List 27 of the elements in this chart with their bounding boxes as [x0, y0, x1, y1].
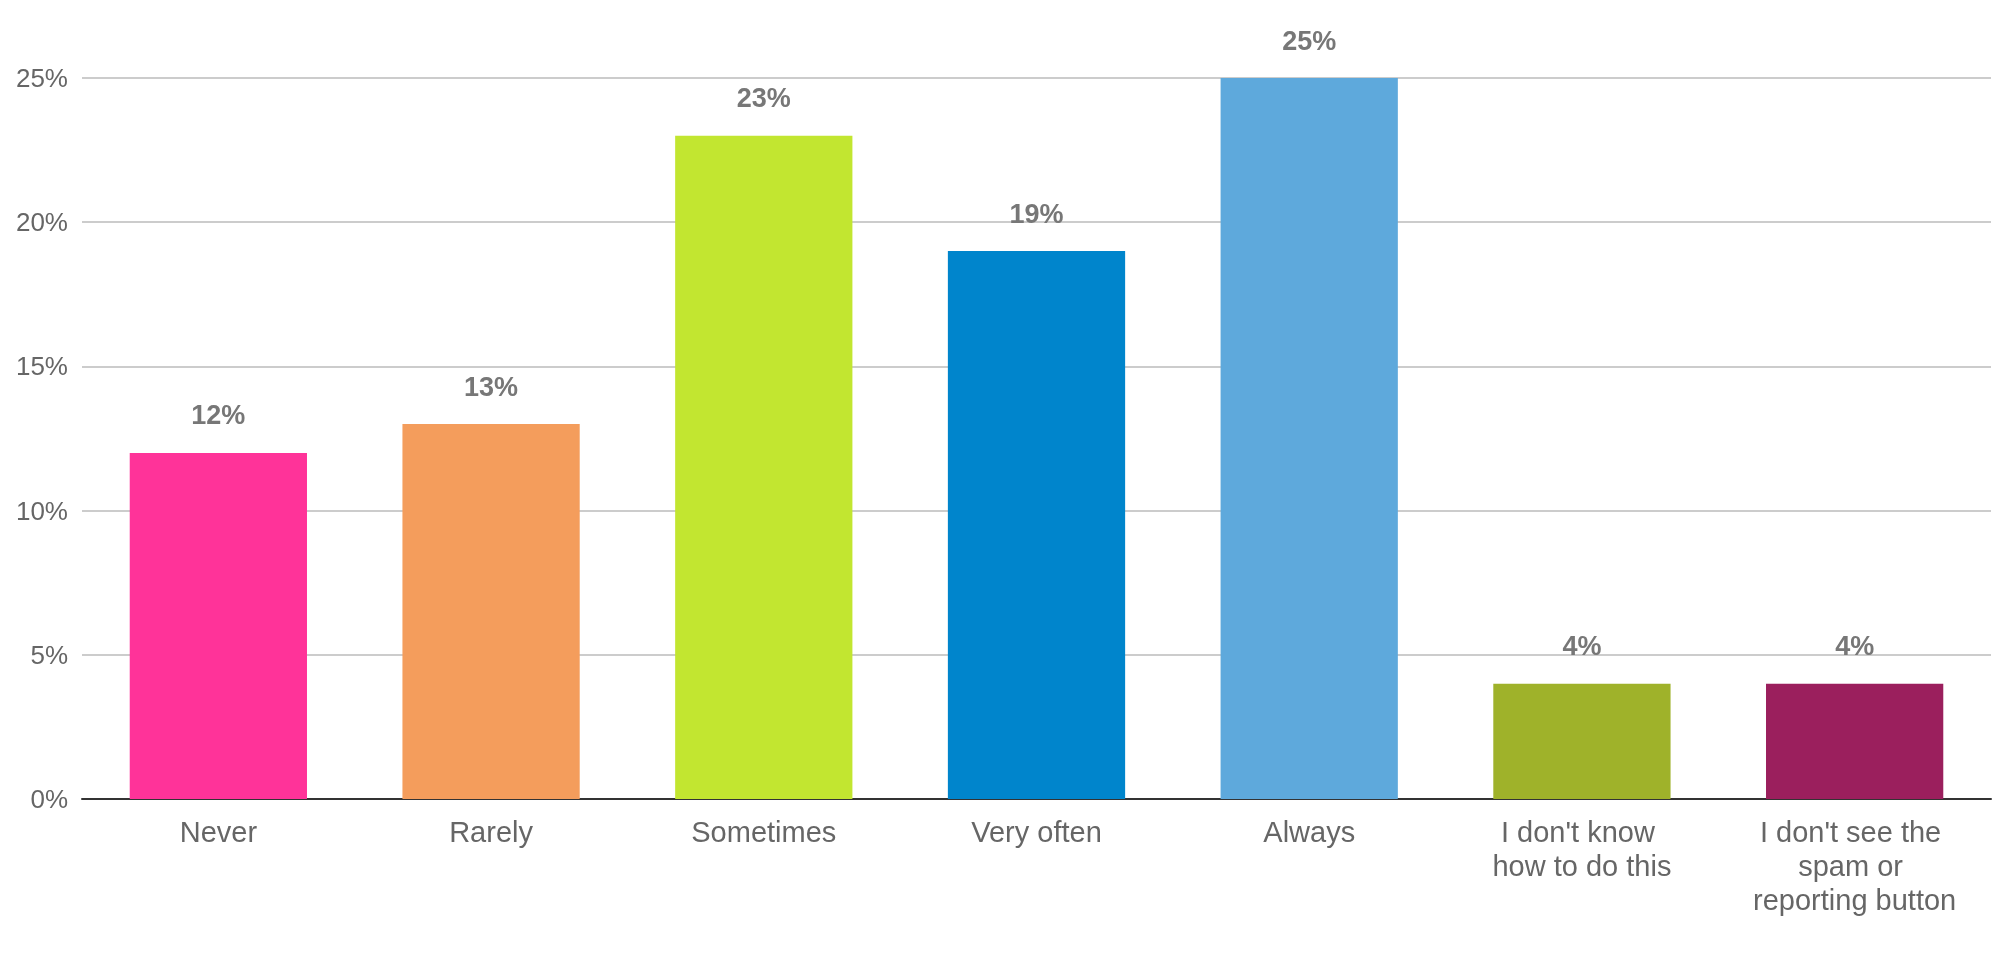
x-tick-label: Sometimes — [691, 816, 837, 848]
bar — [947, 251, 1126, 799]
y-tick-label: 15% — [15, 351, 68, 382]
data-label: 19% — [1009, 198, 1064, 229]
y-tick-label: 5% — [30, 639, 68, 670]
data-label: 25% — [1282, 25, 1337, 56]
x-tick-label: I don't see the spam or reporting button — [1753, 816, 1957, 916]
y-tick-label: 10% — [15, 495, 68, 526]
y-tick-label: 0% — [30, 784, 68, 814]
data-label: 4% — [1562, 631, 1602, 662]
bar — [1493, 683, 1671, 799]
bar — [402, 424, 580, 799]
x-tick-label: Very often — [971, 816, 1102, 848]
x-tick-label: I don't know how to do this — [1492, 816, 1672, 882]
x-tick-label: Always — [1263, 816, 1356, 848]
bar — [1220, 78, 1398, 799]
x-tick-label: Never — [179, 816, 258, 848]
data-label: 13% — [464, 371, 519, 402]
data-label: 12% — [191, 400, 246, 431]
data-label: 23% — [736, 83, 791, 114]
bar — [129, 452, 307, 799]
y-tick-label: 20% — [15, 207, 68, 238]
bar — [675, 135, 853, 799]
x-tick-label: Rarely — [449, 816, 534, 848]
data-label: 4% — [1835, 631, 1875, 662]
y-tick-label: 25% — [15, 63, 68, 93]
bar — [1766, 683, 1944, 799]
